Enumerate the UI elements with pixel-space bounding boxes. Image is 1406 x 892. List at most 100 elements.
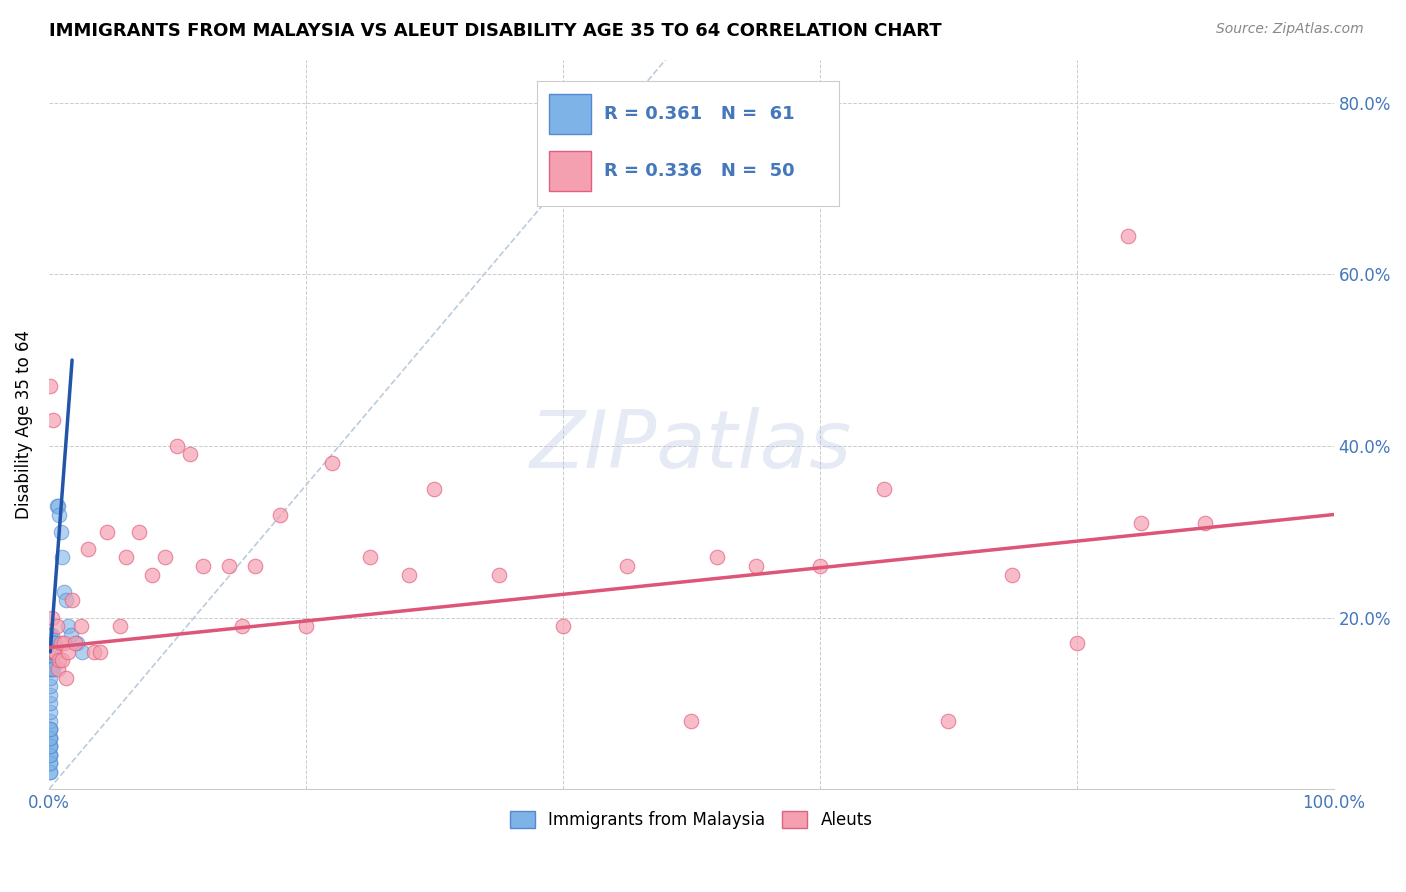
Point (551, 619, 574, 633)
Point (39, 714, 62, 728)
Point (616, 559, 638, 574)
Point (39, 662, 62, 676)
Point (744, 559, 766, 574)
Point (39, 653, 62, 667)
Point (39, 705, 62, 719)
Point (39, 765, 62, 780)
Point (128, 524, 150, 539)
Point (39, 731, 62, 745)
Point (321, 456, 343, 470)
Point (295, 619, 318, 633)
Point (89, 645, 111, 659)
Point (39, 645, 62, 659)
Point (70, 619, 93, 633)
Point (45, 619, 67, 633)
Point (39, 671, 62, 685)
Point (41, 653, 63, 667)
Point (936, 714, 959, 728)
Point (681, 714, 703, 728)
Point (48, 508, 70, 522)
Point (55, 671, 77, 685)
Point (153, 550, 176, 565)
Point (42, 645, 65, 659)
Point (39, 662, 62, 676)
Point (39, 628, 62, 642)
Point (39, 739, 62, 754)
Point (60, 593, 83, 607)
Point (488, 567, 510, 582)
Point (108, 619, 131, 633)
Point (41, 610, 63, 624)
Point (359, 550, 381, 565)
Point (63, 636, 86, 650)
Point (58, 619, 80, 633)
Point (55, 593, 77, 607)
Text: ZIPatlas: ZIPatlas (530, 408, 852, 485)
Point (423, 482, 446, 496)
Point (46, 499, 69, 513)
Point (706, 550, 728, 565)
Point (39, 747, 62, 762)
Point (115, 550, 138, 565)
Point (39, 645, 62, 659)
Point (44, 645, 66, 659)
Point (39, 636, 62, 650)
Point (39, 697, 62, 711)
Point (39, 747, 62, 762)
Point (39, 679, 62, 693)
Point (83, 645, 105, 659)
Text: Source: ZipAtlas.com: Source: ZipAtlas.com (1216, 22, 1364, 37)
Point (44, 645, 66, 659)
Point (39, 747, 62, 762)
Point (39, 636, 62, 650)
Point (39, 628, 62, 642)
Point (66, 636, 89, 650)
Point (42, 662, 65, 676)
Point (243, 559, 266, 574)
Point (59, 628, 82, 642)
Point (808, 559, 831, 574)
Point (51, 653, 73, 667)
Point (873, 482, 896, 496)
Point (42, 645, 65, 659)
Point (39, 653, 62, 667)
Point (72, 645, 94, 659)
Point (39, 722, 62, 736)
Point (39, 636, 62, 650)
Point (41, 662, 63, 676)
Point (45, 499, 67, 513)
Point (39, 756, 62, 771)
Point (39, 688, 62, 702)
Point (39, 645, 62, 659)
Point (39, 636, 62, 650)
Point (1001, 567, 1024, 582)
Point (41, 636, 63, 650)
Point (42, 636, 65, 650)
Point (53, 584, 76, 599)
Point (39, 765, 62, 780)
Point (231, 619, 253, 633)
Point (39, 636, 62, 650)
Point (269, 508, 291, 522)
Point (39, 722, 62, 736)
Point (96, 524, 118, 539)
Point (398, 567, 420, 582)
Point (51, 550, 73, 565)
Point (39, 653, 62, 667)
Point (58, 645, 80, 659)
Point (39, 756, 62, 771)
Point (49, 636, 72, 650)
Point (39, 739, 62, 754)
Point (1194, 516, 1216, 530)
Point (1116, 228, 1139, 243)
Point (41, 628, 63, 642)
Point (41, 645, 63, 659)
Point (44, 636, 66, 650)
Point (218, 559, 240, 574)
Point (166, 439, 188, 453)
Point (49, 524, 72, 539)
Point (46, 662, 69, 676)
Point (39, 731, 62, 745)
Legend: Immigrants from Malaysia, Aleuts: Immigrants from Malaysia, Aleuts (503, 804, 879, 836)
Point (179, 447, 201, 461)
